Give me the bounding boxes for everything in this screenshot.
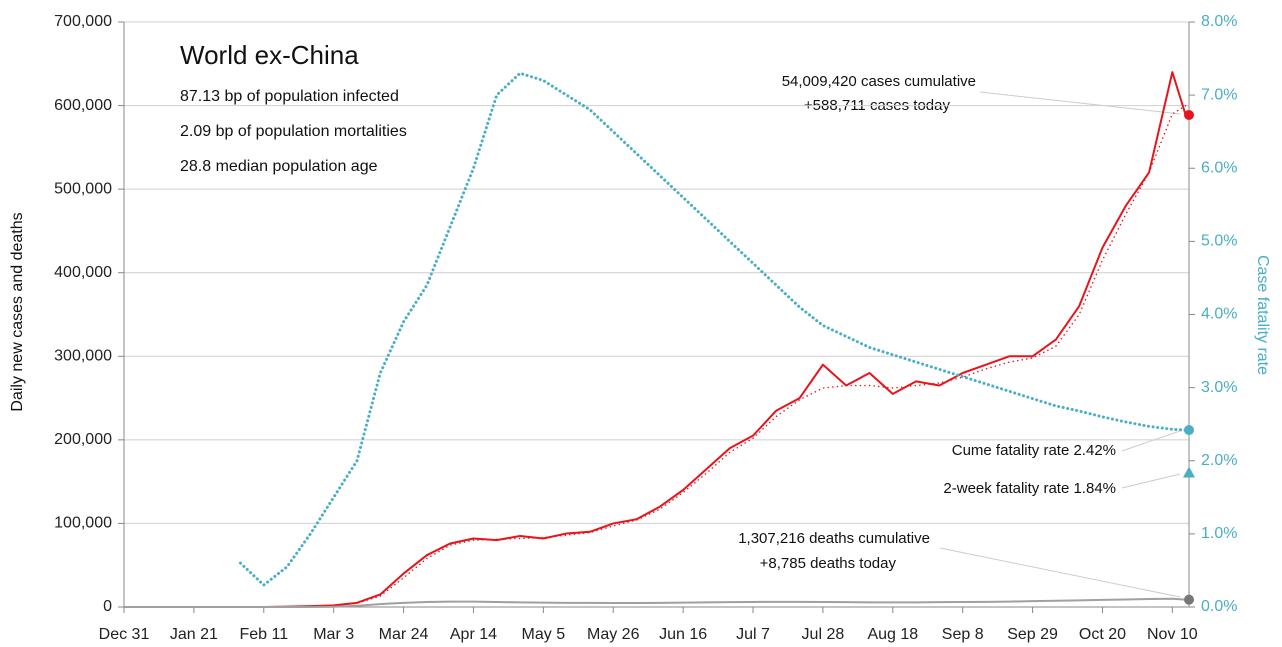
y-tick-label: 700,000 bbox=[54, 13, 112, 30]
y2-tick-label: 0.0% bbox=[1201, 598, 1237, 615]
leader-line bbox=[979, 91, 1181, 115]
leader-line bbox=[939, 547, 1181, 598]
y-tick-label: 400,000 bbox=[54, 264, 112, 281]
series-line bbox=[123, 104, 1187, 608]
subtitle: 28.8 median population age bbox=[180, 158, 378, 175]
y2-axis-label: Case fatality rate bbox=[1254, 255, 1271, 375]
leader-line bbox=[1121, 430, 1181, 452]
x-tick-label: May 5 bbox=[522, 626, 566, 643]
x-tick-label: Mar 24 bbox=[379, 626, 429, 643]
x-tick-label: Apr 14 bbox=[450, 626, 497, 643]
end-marker bbox=[1184, 110, 1194, 121]
y-tick-label: 0 bbox=[103, 598, 112, 615]
y2-tick-label: 8.0% bbox=[1201, 13, 1237, 30]
x-tick-label: Feb 11 bbox=[239, 626, 288, 643]
x-tick-label: Sep 8 bbox=[942, 626, 984, 643]
annotation: 2-week fatality rate 1.84% bbox=[943, 480, 1116, 497]
y-tick-label: 200,000 bbox=[54, 431, 112, 448]
y-tick-label: 500,000 bbox=[54, 180, 112, 197]
x-tick-label: Sep 29 bbox=[1007, 626, 1058, 643]
y-tick-label: 600,000 bbox=[54, 97, 112, 114]
x-tick-label: Nov 10 bbox=[1147, 626, 1198, 643]
y2-tick-label: 5.0% bbox=[1201, 233, 1237, 250]
x-tick-label: Aug 18 bbox=[867, 626, 918, 643]
end-marker bbox=[1183, 466, 1195, 478]
series-line bbox=[123, 71, 1187, 608]
y2-tick-label: 4.0% bbox=[1201, 306, 1237, 323]
x-tick-label: Jan 21 bbox=[170, 626, 218, 643]
x-tick-label: Jul 28 bbox=[802, 626, 845, 643]
x-tick-label: May 26 bbox=[587, 626, 640, 643]
y2-tick-label: 3.0% bbox=[1201, 379, 1237, 396]
subtitle: 87.13 bp of population infected bbox=[180, 88, 399, 105]
x-tick-label: Mar 3 bbox=[313, 626, 354, 643]
subtitle: 2.09 bp of population mortalities bbox=[180, 123, 407, 140]
series-line bbox=[238, 71, 1188, 587]
annotation: 54,009,420 cases cumulative bbox=[782, 73, 976, 90]
annotation: 1,307,216 deaths cumulative bbox=[738, 530, 930, 547]
y-tick-label: 100,000 bbox=[54, 515, 112, 532]
annotation: +8,785 deaths today bbox=[760, 555, 897, 572]
y2-tick-label: 6.0% bbox=[1201, 159, 1237, 176]
leader-line bbox=[1121, 473, 1181, 489]
x-tick-label: Jul 7 bbox=[736, 626, 770, 643]
x-tick-label: Oct 20 bbox=[1079, 626, 1126, 643]
series-line bbox=[123, 597, 1187, 608]
y2-tick-label: 2.0% bbox=[1201, 452, 1237, 469]
y-axis-label: Daily new cases and deaths bbox=[9, 212, 26, 411]
x-tick-label: Dec 31 bbox=[99, 626, 150, 643]
end-marker bbox=[1184, 594, 1194, 605]
y-tick-label: 300,000 bbox=[54, 348, 112, 365]
end-marker bbox=[1184, 425, 1194, 436]
x-tick-label: Jun 16 bbox=[659, 626, 707, 643]
annotation: Cume fatality rate 2.42% bbox=[952, 442, 1116, 459]
chart-title: World ex-China bbox=[180, 40, 359, 70]
y2-tick-label: 7.0% bbox=[1201, 86, 1237, 103]
y2-tick-label: 1.0% bbox=[1201, 525, 1237, 542]
